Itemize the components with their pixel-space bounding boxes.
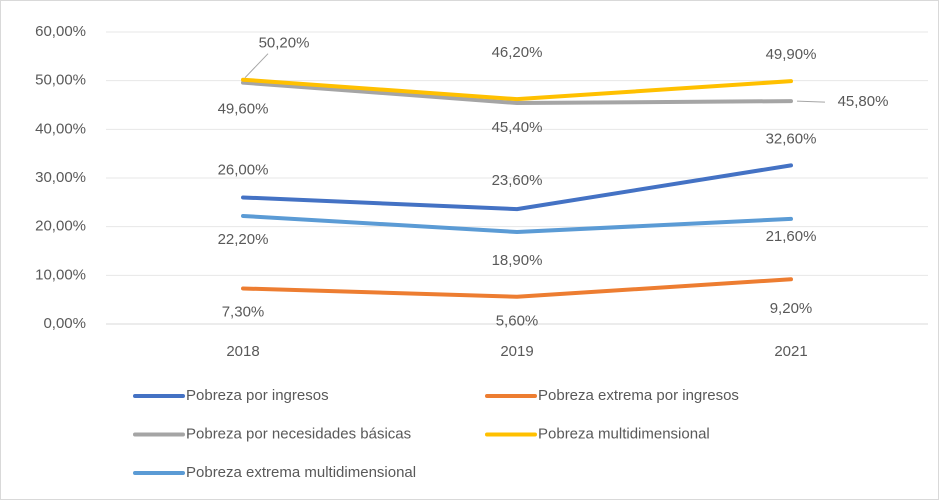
series-line: [241, 213, 793, 235]
legend-label: Pobreza por ingresos: [186, 387, 329, 404]
data-label: 26,00%: [218, 161, 269, 178]
data-label: 5,60%: [496, 313, 539, 330]
y-tick-label: 50,00%: [35, 72, 86, 89]
data-label: 22,20%: [218, 231, 269, 248]
y-tick-label: 0,00%: [43, 315, 86, 332]
data-label: 50,20%: [259, 35, 310, 52]
series-line: [241, 163, 793, 212]
data-label: 45,80%: [838, 93, 889, 110]
y-tick-label: 40,00%: [35, 120, 86, 137]
leader-line: [244, 53, 269, 79]
data-label: 7,30%: [222, 303, 265, 320]
data-label: 21,60%: [766, 228, 817, 245]
x-tick-label: 2021: [774, 343, 807, 360]
x-tick-label: 2019: [500, 343, 533, 360]
data-label: 46,20%: [492, 44, 543, 61]
data-label: 45,40%: [492, 119, 543, 136]
leader-line: [796, 100, 826, 103]
data-label: 23,60%: [492, 172, 543, 189]
y-tick-label: 60,00%: [35, 23, 86, 40]
series-line: [241, 80, 793, 106]
series-line: [241, 77, 793, 102]
y-tick-label: 20,00%: [35, 218, 86, 235]
legend-label: Pobreza extrema por ingresos: [538, 387, 739, 404]
legend-label: Pobreza extrema multidimensional: [186, 464, 416, 481]
data-label: 49,90%: [766, 46, 817, 63]
data-label: 9,20%: [770, 300, 813, 317]
legend-label: Pobreza multidimensional: [538, 425, 710, 442]
data-label: 49,60%: [218, 101, 269, 118]
data-label: 32,60%: [766, 130, 817, 147]
series-line: [241, 277, 793, 299]
x-tick-label: 2018: [226, 343, 259, 360]
y-tick-label: 30,00%: [35, 169, 86, 186]
legend-label: Pobreza por necesidades básicas: [186, 425, 411, 442]
y-tick-label: 10,00%: [35, 266, 86, 283]
data-label: 18,90%: [492, 252, 543, 269]
